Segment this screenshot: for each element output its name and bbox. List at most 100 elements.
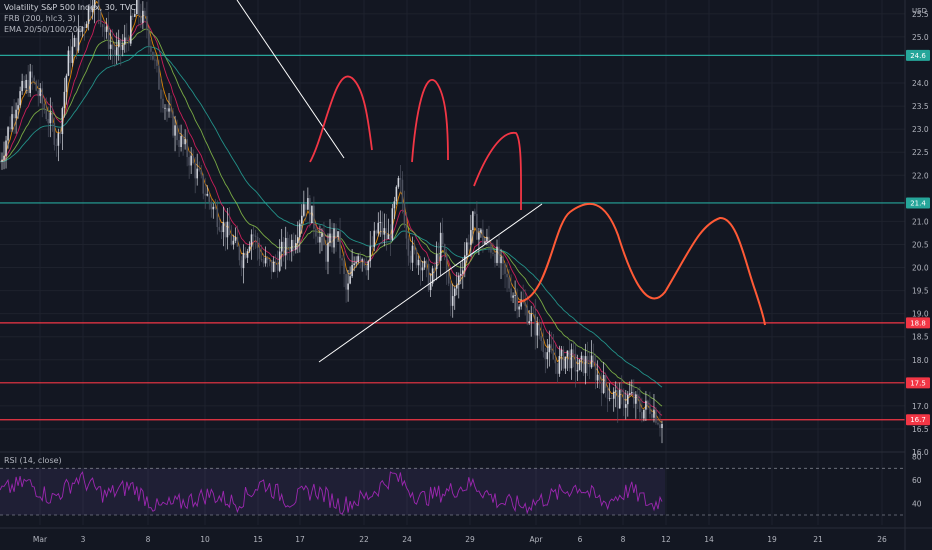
- hand-drawn-curve[interactable]: [309, 75, 373, 163]
- candle-body: [206, 193, 209, 196]
- candle-body: [588, 363, 591, 368]
- candles: [0, 0, 663, 444]
- candle-body: [148, 29, 150, 46]
- candle-body: [168, 108, 170, 112]
- candle-body: [534, 314, 537, 336]
- candle-body: [520, 299, 522, 307]
- candle-body: [474, 211, 476, 214]
- candle-body: [182, 135, 184, 145]
- rsi-label[interactable]: RSI (14, close): [4, 456, 62, 465]
- candle-body: [19, 91, 21, 106]
- indicator-frb[interactable]: FRB (200, hlc3, 3): [4, 14, 76, 23]
- x-tick-label: Mar: [33, 535, 48, 544]
- candle-body: [606, 387, 609, 399]
- candle-body: [284, 237, 287, 256]
- candle-body: [546, 352, 549, 360]
- candle-body: [399, 178, 402, 180]
- candle-body: [502, 256, 504, 264]
- candle-body: [550, 344, 553, 350]
- candle-body: [540, 335, 543, 341]
- trendline-down[interactable]: [236, 0, 345, 159]
- candle-body: [441, 232, 444, 245]
- candle-body: [528, 321, 530, 324]
- candle-body: [224, 222, 227, 238]
- hand-drawn-curve[interactable]: [411, 79, 449, 163]
- candle-body: [564, 356, 567, 369]
- price-tag-label: 18.8: [910, 319, 926, 327]
- candle-body: [170, 108, 172, 112]
- candle-body: [369, 246, 372, 262]
- candle-body: [270, 260, 273, 272]
- candle-body: [113, 49, 116, 56]
- candle-body: [286, 237, 289, 248]
- projection-curve[interactable]: [517, 202, 766, 326]
- candle-body: [214, 206, 217, 209]
- candle-body: [538, 322, 541, 336]
- candle-body: [41, 88, 44, 104]
- candle-body: [645, 400, 647, 410]
- candle-body: [570, 349, 573, 369]
- price-tag-label: 16.7: [910, 416, 926, 424]
- candle-body: [127, 40, 130, 44]
- candle-body: [21, 80, 23, 92]
- indicator-ema[interactable]: EMA 20/50/100/200: [4, 25, 83, 34]
- rsi-tick-label: 60: [912, 476, 922, 485]
- candle-body: [558, 355, 561, 374]
- candle-body: [31, 71, 33, 78]
- candle-body: [7, 127, 9, 141]
- candle-body: [67, 50, 70, 76]
- trendline-up[interactable]: [318, 203, 543, 363]
- candle-body: [216, 208, 219, 228]
- candle-body: [453, 288, 456, 297]
- candle-body: [544, 351, 547, 360]
- candle-body: [65, 75, 68, 92]
- y-tick-label: 23.5: [912, 102, 929, 111]
- y-tick-label: 22.5: [912, 148, 929, 157]
- candle-body: [45, 109, 48, 120]
- candle-body: [643, 409, 645, 419]
- y-tick-label: 22.0: [912, 171, 929, 180]
- candle-body: [492, 252, 494, 254]
- candle-body: [5, 140, 7, 156]
- candle-body: [343, 260, 345, 274]
- x-tick-label: 8: [146, 535, 151, 544]
- candle-body: [377, 222, 380, 234]
- candle-body: [93, 0, 96, 9]
- candle-body: [596, 374, 599, 381]
- candle-body: [586, 356, 589, 364]
- candle-body: [71, 46, 74, 63]
- candle-body: [373, 230, 376, 248]
- candle-body: [190, 155, 192, 166]
- hand-drawn-curve[interactable]: [473, 132, 522, 211]
- candle-body: [560, 349, 563, 356]
- candle-body: [413, 245, 416, 250]
- candle-body: [3, 155, 5, 160]
- candle-body: [101, 24, 104, 28]
- candle-body: [280, 241, 283, 252]
- candle-body: [459, 273, 462, 276]
- candle-body: [250, 234, 253, 247]
- candle-body: [629, 393, 631, 395]
- horizontal-levels: [0, 54, 905, 421]
- candle-body: [55, 144, 58, 146]
- candle-body: [140, 15, 142, 23]
- candle-body: [490, 243, 492, 253]
- candle-body: [635, 394, 637, 404]
- candle-body: [252, 234, 255, 236]
- candle-body: [198, 168, 201, 171]
- candle-body: [15, 109, 17, 119]
- candle-body: [83, 26, 86, 28]
- candle-body: [443, 244, 446, 255]
- candle-body: [218, 227, 221, 231]
- candle-body: [548, 344, 551, 353]
- candle-body: [530, 313, 533, 322]
- candle-body: [397, 178, 400, 187]
- candle-body: [451, 296, 454, 306]
- candle-body: [610, 398, 613, 399]
- candle-body: [496, 246, 498, 263]
- candle-body: [604, 375, 607, 388]
- price-tag-box: [906, 197, 930, 209]
- candle-body: [582, 355, 585, 374]
- candle-body: [311, 205, 313, 223]
